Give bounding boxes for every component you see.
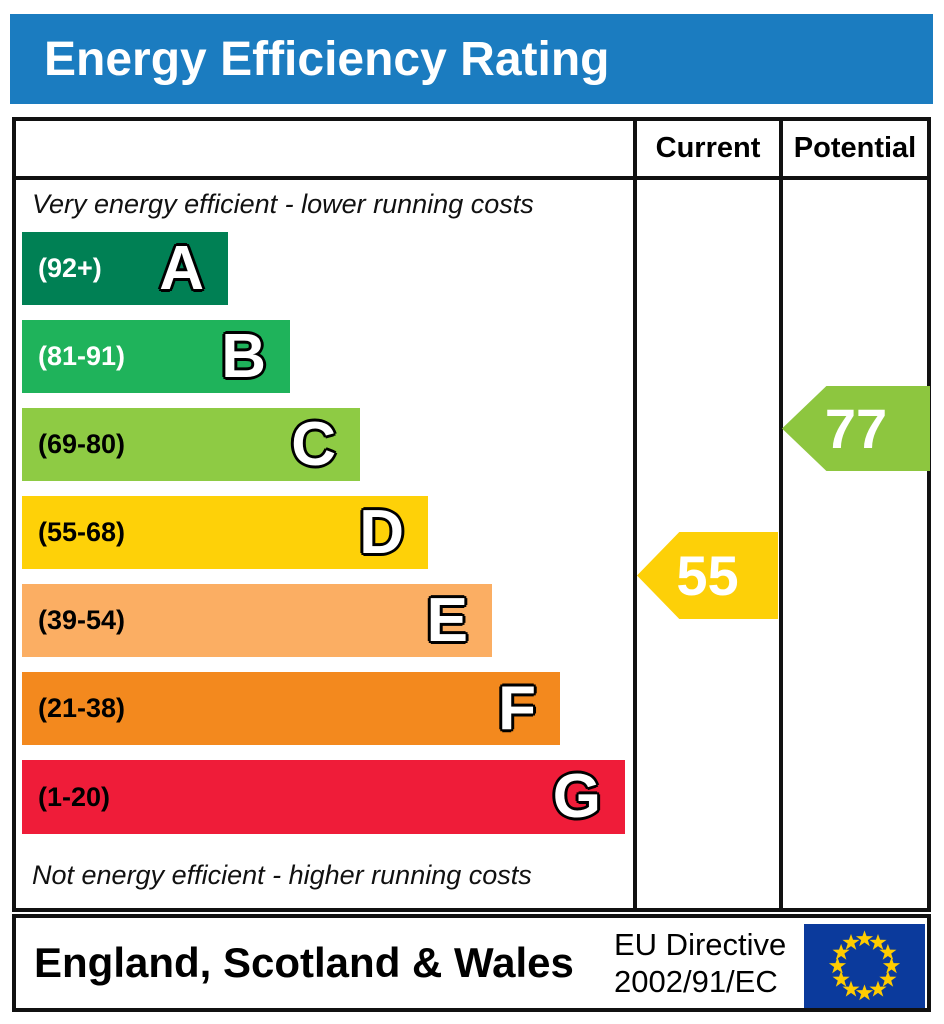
band-a: (92+) A [22, 232, 228, 305]
band-b-range: (81-91) [38, 341, 126, 371]
band-c: (69-80) C [22, 408, 360, 481]
potential-rating-value: 77 [824, 397, 888, 460]
title-bar: Energy Efficiency Rating [10, 14, 933, 104]
band-g-range: (1-20) [38, 781, 111, 812]
eu-directive-line1: EU Directive [614, 927, 787, 962]
page-title: Energy Efficiency Rating [44, 32, 610, 86]
band-f-range: (21-38) [38, 693, 126, 723]
band-c-range: (69-80) [38, 429, 126, 459]
eu-directive-label: EU Directive 2002/91/EC [614, 926, 786, 1000]
band-e-letter: E [426, 585, 468, 655]
bottom-note: Not energy efficient - higher running co… [32, 860, 532, 890]
region-label: England, Scotland & Wales [34, 939, 574, 986]
band-f-letter: F [498, 673, 536, 743]
band-b-letter: B [221, 321, 266, 391]
top-note: Very energy efficient - lower running co… [32, 189, 534, 219]
band-d-letter: D [359, 497, 404, 567]
band-g: (1-20) G [22, 760, 625, 834]
potential-column-header: Potential [793, 132, 917, 164]
column-divider-current [633, 121, 637, 908]
band-b: (81-91) B [22, 320, 290, 393]
eu-flag-icon [804, 924, 925, 1008]
band-d-range: (55-68) [38, 517, 126, 547]
footer: England, Scotland & Wales EU Directive 2… [12, 914, 931, 1012]
current-column-header: Current [655, 132, 761, 164]
band-c-letter: C [291, 409, 336, 479]
band-e-range: (39-54) [38, 605, 126, 635]
column-divider-potential [779, 121, 783, 908]
eu-directive-line2: 2002/91/EC [614, 964, 778, 999]
band-d: (55-68) D [22, 496, 428, 569]
header-row-divider [12, 176, 931, 180]
band-g-letter: G [552, 762, 601, 831]
band-a-letter: A [159, 233, 204, 303]
band-e: (39-54) E [22, 584, 492, 657]
band-f: (21-38) F [22, 672, 560, 745]
band-a-range: (92+) [38, 253, 102, 283]
current-rating-value: 55 [676, 544, 739, 607]
